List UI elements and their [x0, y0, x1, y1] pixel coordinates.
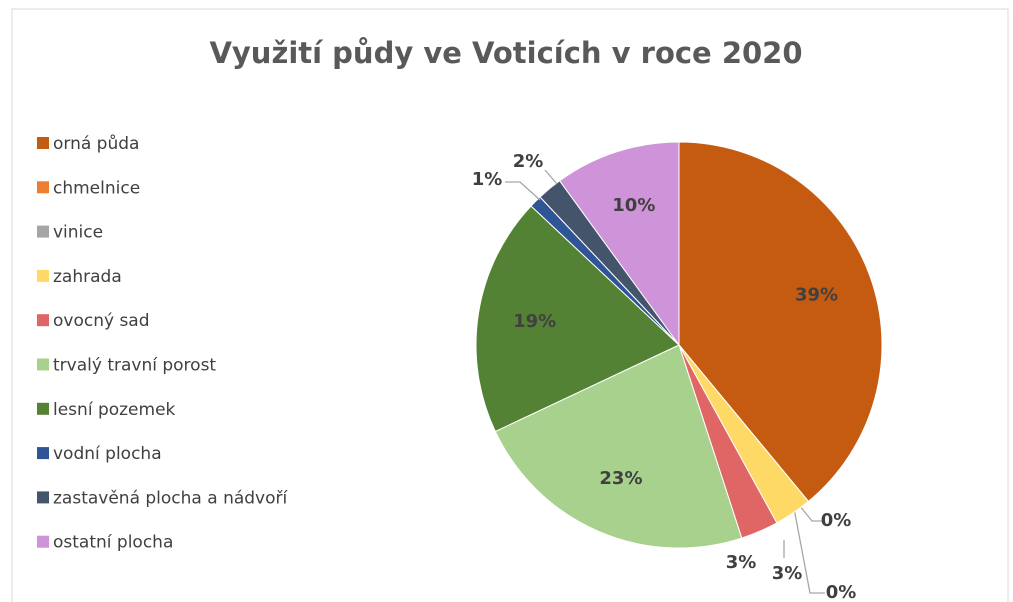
- data-label: 0%: [826, 582, 857, 602]
- legend-swatch: [37, 314, 49, 327]
- legend-swatch: [37, 491, 49, 504]
- data-label: 3%: [726, 552, 757, 573]
- data-label: 19%: [513, 311, 556, 332]
- legend-swatch: [37, 402, 49, 415]
- legend-swatch: [37, 225, 49, 238]
- legend-label: vinice: [53, 223, 103, 243]
- legend-label: trvalý travní porost: [53, 356, 216, 376]
- pie-slice: [678, 141, 883, 503]
- data-label: 2%: [513, 151, 544, 172]
- legend-label: zastavěná plocha a nádvoří: [53, 488, 289, 508]
- pie-slice: [558, 141, 680, 347]
- legend-label: ovocný sad: [53, 311, 150, 331]
- legend-label: chmelnice: [53, 178, 140, 198]
- legend-label: lesní pozemek: [53, 400, 176, 420]
- data-label: 10%: [612, 195, 655, 216]
- legend-swatch: [37, 535, 49, 548]
- data-label: 0%: [821, 510, 852, 531]
- legend-label: ostatní plocha: [53, 533, 173, 553]
- leader-line: [544, 169, 558, 185]
- legend-swatch: [37, 447, 49, 460]
- leader-line: [505, 181, 541, 201]
- legend-label: vodní plocha: [53, 444, 162, 464]
- legend-swatch: [37, 137, 49, 149]
- leader-line: [792, 502, 825, 594]
- pie-slice: [475, 205, 680, 433]
- chart-title: Využití půdy ve Voticích v roce 2020: [209, 36, 802, 70]
- data-label: 39%: [795, 284, 838, 305]
- pie-slice: [494, 344, 743, 549]
- legend-swatch: [37, 269, 49, 282]
- legend-swatch: [37, 358, 49, 371]
- data-label: 23%: [599, 468, 642, 489]
- data-label: 3%: [772, 563, 803, 584]
- data-label: 1%: [472, 169, 503, 190]
- legend-label: orná půda: [53, 134, 139, 154]
- legend-label: zahrada: [53, 267, 122, 287]
- legend-swatch: [37, 181, 49, 194]
